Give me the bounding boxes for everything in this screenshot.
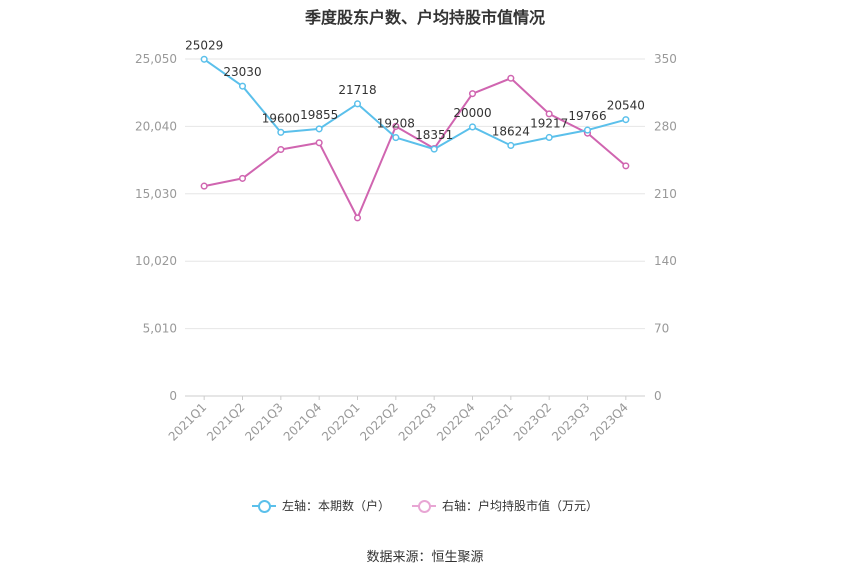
- x-tick-label: 2023Q1: [472, 400, 516, 444]
- data-label: 21718: [338, 83, 376, 97]
- data-point-right: [315, 139, 323, 147]
- data-label: 18624: [492, 124, 530, 138]
- source-note: 数据来源：恒生聚源: [366, 550, 484, 565]
- x-tick-label: 2022Q1: [319, 400, 363, 444]
- data-point-right: [238, 174, 247, 182]
- data-point-left: [583, 126, 592, 134]
- data-point-left: [622, 116, 630, 124]
- data-point-right: [277, 145, 285, 154]
- data-point-left: [277, 128, 285, 136]
- x-tick-label: 2021Q2: [204, 400, 248, 444]
- series-line-left: [203, 58, 627, 151]
- series-lines: [203, 58, 627, 219]
- data-point-left: [238, 82, 247, 90]
- series-line-right: [203, 77, 627, 219]
- series-points: [200, 55, 630, 222]
- right-tick-label: 350: [654, 52, 677, 66]
- x-tick-label: 2022Q2: [357, 400, 401, 444]
- data-point-left: [507, 141, 515, 149]
- data-label: 23030: [223, 65, 261, 79]
- data-point-left: [468, 123, 477, 131]
- x-tick-label: 2023Q2: [511, 400, 555, 444]
- data-label: 19766: [568, 109, 606, 123]
- x-tick-label: 2021Q1: [166, 400, 210, 444]
- left-tick-label: 10,020: [135, 254, 177, 268]
- data-label: 19217: [530, 116, 568, 130]
- left-tick-label: 15,030: [135, 187, 177, 201]
- data-point-right: [545, 110, 553, 118]
- left-tick-label: 0: [169, 389, 177, 403]
- right-tick-label: 0: [654, 389, 662, 403]
- right-axis-ticks: 0 70 140 210 280 350: [654, 52, 677, 403]
- data-point-left: [315, 125, 323, 133]
- data-point-left: [392, 134, 400, 142]
- data-point-right: [353, 214, 362, 222]
- legend-item-right[interactable]: 右轴：户均持股市值（万元）: [412, 497, 598, 514]
- x-tick-label: 2021Q3: [242, 400, 286, 444]
- x-tick-label: 2021Q4: [281, 400, 325, 444]
- data-point-right: [507, 74, 515, 82]
- data-label: 20540: [607, 99, 645, 113]
- left-tick-label: 5,010: [143, 322, 177, 336]
- legend-item-left[interactable]: 左轴：本期数（户）: [251, 497, 390, 514]
- left-tick-label: 25,050: [135, 52, 177, 66]
- right-tick-label: 140: [654, 254, 677, 268]
- x-tick-label: 2022Q4: [434, 400, 478, 444]
- data-point-right: [392, 122, 400, 130]
- data-point-left: [430, 145, 438, 153]
- x-tick-label: 2023Q4: [587, 400, 631, 444]
- legend-line-icon: [412, 499, 436, 513]
- data-label: 18351: [415, 128, 453, 142]
- chart-title: 季度股东户数、户均持股市值情况: [304, 8, 545, 27]
- data-point-left: [353, 100, 362, 108]
- x-tick-label: 2022Q3: [396, 400, 440, 444]
- data-label: 25029: [185, 38, 223, 52]
- data-point-left: [545, 133, 553, 142]
- legend-label: 左轴：本期数（户）: [281, 499, 390, 513]
- right-tick-label: 280: [654, 119, 677, 133]
- data-point-left: [200, 55, 208, 63]
- left-axis-ticks: 0 5,010 10,020 15,030 20,040 25,050: [135, 52, 177, 403]
- data-point-right: [468, 90, 477, 98]
- x-axis-ticks: 2021Q12021Q22021Q32021Q42022Q12022Q22022…: [166, 396, 631, 444]
- data-label: 19855: [300, 108, 338, 122]
- right-tick-label: 70: [654, 322, 669, 336]
- grid-lines: [185, 58, 645, 397]
- legend: 左轴：本期数（户） 右轴：户均持股市值（万元）: [0, 497, 850, 514]
- right-tick-label: 210: [654, 187, 677, 201]
- data-label: 19600: [262, 111, 300, 125]
- left-tick-label: 20,040: [135, 119, 177, 133]
- data-point-right: [622, 162, 630, 170]
- x-tick-label: 2023Q3: [549, 400, 593, 444]
- data-label: 20000: [453, 106, 491, 120]
- data-label: 19208: [377, 117, 415, 131]
- legend-line-icon: [251, 499, 276, 513]
- data-point-right: [200, 182, 208, 190]
- legend-label: 右轴：户均持股市值（万元）: [442, 499, 599, 513]
